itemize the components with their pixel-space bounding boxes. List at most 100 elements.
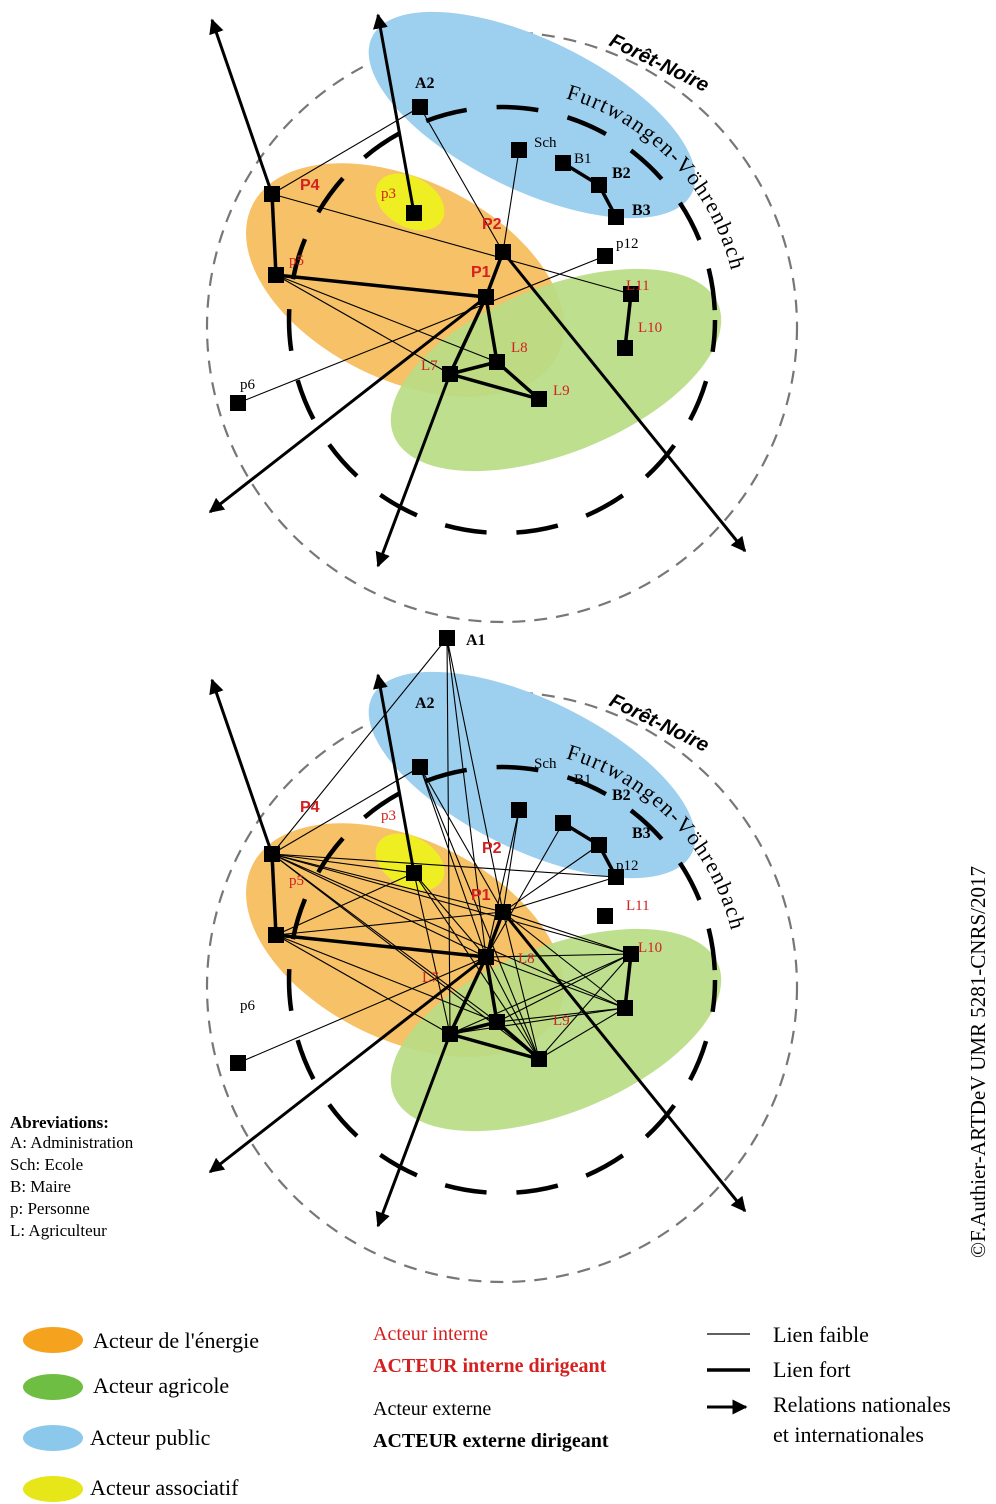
weak-link [271, 853, 504, 913]
assoc-actor-zone [375, 833, 445, 891]
legend-swatch-energy [23, 1327, 83, 1353]
legend-swatch-assoc [23, 1476, 83, 1502]
node-p3 [406, 205, 422, 221]
legend-swatch-public [23, 1425, 83, 1451]
public-actor-zone [368, 11, 696, 219]
public-actor-zone [368, 671, 696, 879]
node-a1 [439, 630, 455, 646]
node-label-l7: L7 [422, 970, 439, 986]
node-label-sch: Sch [534, 135, 557, 151]
node-sch [511, 142, 527, 158]
node-label-p3: p3 [381, 186, 396, 202]
legend-label-energy: Acteur de l'énergie [93, 1328, 259, 1353]
abbreviation-item: L: Agriculteur [10, 1221, 107, 1240]
node-label-sch: Sch [534, 756, 557, 772]
node-l8 [489, 354, 505, 370]
relation-arrow [209, 18, 274, 195]
node-l7 [442, 366, 458, 382]
node-label-p2: P2 [482, 840, 502, 857]
strong-link [623, 953, 633, 1009]
node-label-l11: L11 [626, 898, 650, 914]
strong-link [270, 853, 278, 936]
legend-relations-label-2: et internationales [773, 1422, 924, 1447]
weak-link [419, 766, 504, 913]
node-label-l9: L9 [553, 383, 570, 399]
weak-link [449, 953, 632, 1035]
abbreviation-item: A: Administration [10, 1133, 134, 1152]
node-label-b3: B3 [632, 825, 651, 842]
weak-link [271, 853, 498, 1023]
abbreviations-box: Abreviations: A: Administration Sch: Eco… [10, 1113, 134, 1240]
weak-link [271, 193, 632, 295]
nodes-layer [230, 99, 639, 411]
inner-region-boundary [286, 104, 718, 536]
weak-link [237, 956, 487, 1064]
weak-link [271, 106, 421, 195]
node-label-p1: P1 [471, 887, 491, 904]
legend-internal-leader: ACTEUR interne dirigeant [373, 1355, 607, 1377]
weak-link [446, 637, 504, 913]
weak-link [275, 911, 504, 936]
node-b1 [555, 155, 571, 171]
node-label-l11: L11 [626, 278, 650, 294]
weak-link [502, 809, 520, 913]
node-label-p12: p12 [616, 858, 639, 874]
node-p5 [268, 927, 284, 943]
strong-link [448, 296, 488, 375]
node-p4 [264, 186, 280, 202]
legend-external-actor: Acteur externe [373, 1398, 491, 1420]
weak-link [446, 637, 487, 958]
copyright-credit: ©F.Authier-ARTDeV UMR 5281-CNRS/2017 [966, 866, 990, 1258]
relation-arrow [501, 911, 747, 1213]
abbreviation-item: B: Maire [10, 1177, 71, 1196]
node-label-p5: p5 [289, 253, 304, 269]
weak-link [502, 844, 600, 913]
node-label-p12: p12 [616, 236, 639, 252]
node-l8 [489, 1014, 505, 1030]
legend-internal-actor: Acteur interne [373, 1323, 488, 1345]
node-label-a1: A1 [466, 632, 486, 649]
node-l10 [617, 340, 633, 356]
node-p1 [478, 289, 494, 305]
weak-link [502, 876, 617, 913]
node-b3 [608, 869, 624, 885]
node-l11 [623, 286, 639, 302]
legend-strong-link-label: Lien fort [773, 1357, 851, 1382]
weak-link [275, 872, 415, 936]
node-p6 [230, 1055, 246, 1071]
legend-swatch-agri [23, 1374, 83, 1400]
node-b1 [555, 815, 571, 831]
weak-link [538, 1007, 626, 1060]
node-label-a2: A2 [415, 75, 435, 92]
node-label-b1: B1 [574, 772, 592, 788]
node-l7 [442, 1026, 458, 1042]
node-b2 [591, 837, 607, 853]
weak-link [485, 822, 564, 958]
node-p4 [264, 846, 280, 862]
weak-link [449, 1007, 626, 1035]
node-p1 [478, 949, 494, 965]
node-l9 [531, 1051, 547, 1067]
weak-link [275, 274, 498, 363]
node-sch [511, 802, 527, 818]
weak-link [271, 766, 421, 855]
weak-link [419, 106, 504, 253]
node-label-p2: P2 [482, 216, 502, 233]
weak-link [275, 274, 451, 375]
node-label-l8: L8 [518, 951, 535, 967]
relation-arrow [373, 13, 416, 214]
abbreviations-title: Abreviations: [10, 1113, 109, 1132]
weak-link [275, 934, 498, 1023]
strong-link [449, 1032, 540, 1061]
relation-arrow [209, 678, 274, 855]
strong-link [484, 296, 499, 363]
node-p12 [597, 248, 613, 264]
node-p2 [495, 244, 511, 260]
node-p6 [230, 395, 246, 411]
weak-link [271, 853, 487, 958]
node-label-l9: L9 [553, 1013, 570, 1029]
strong-link [275, 273, 487, 299]
node-a2 [412, 99, 428, 115]
node-label-p4: P4 [300, 799, 320, 816]
